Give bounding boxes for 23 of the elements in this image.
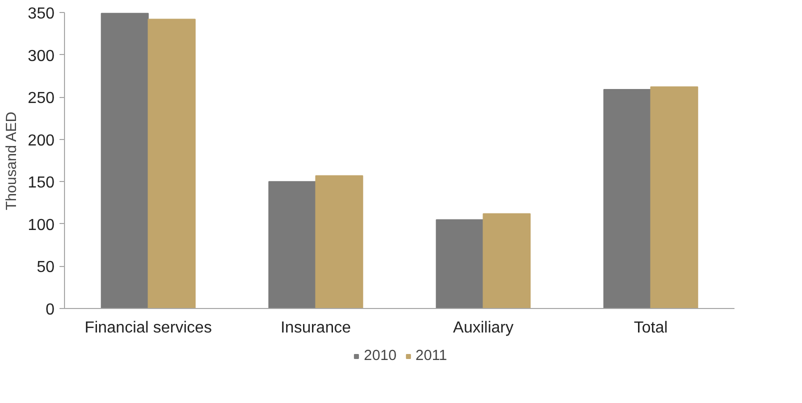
y-tick-label: 100 <box>28 216 55 234</box>
bar <box>148 18 196 308</box>
bar <box>482 213 531 308</box>
x-tick-label: Total <box>634 320 668 336</box>
y-tick-label: 0 <box>46 302 55 318</box>
legend-label: 2010 <box>364 348 397 364</box>
y-tick-label: 200 <box>28 132 55 150</box>
bar <box>100 12 149 308</box>
bar <box>650 86 698 308</box>
y-tick-label: 250 <box>28 90 55 108</box>
y-axis-title: Thousand AED <box>4 112 20 210</box>
bar <box>315 175 364 308</box>
x-tick-label: Insurance <box>280 320 351 336</box>
x-tick-label: Auxiliary <box>453 320 514 336</box>
y-tick-label: 50 <box>36 259 55 276</box>
bar <box>268 181 316 308</box>
bar <box>436 219 484 308</box>
y-tick-label: 350 <box>28 6 55 22</box>
bar <box>603 88 652 308</box>
y-tick-label: 300 <box>28 48 55 65</box>
x-tick-label: Financial services <box>84 320 212 336</box>
legend-label: 2011 <box>416 348 448 364</box>
y-tick-label: 150 <box>28 174 55 192</box>
